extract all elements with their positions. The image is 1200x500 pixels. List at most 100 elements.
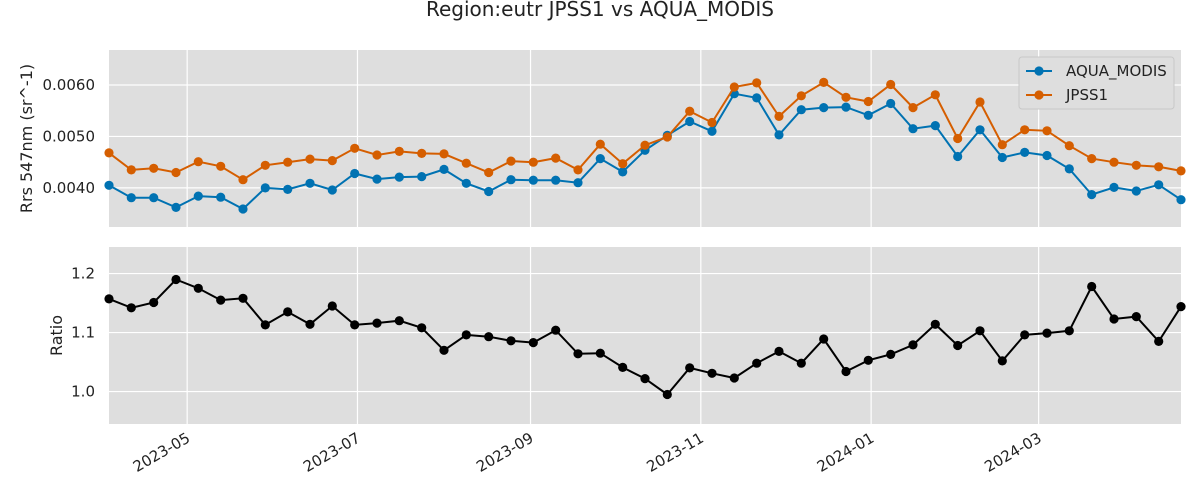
point-jpss1	[283, 157, 293, 167]
point-ratio	[618, 362, 628, 372]
point-jpss1	[461, 158, 471, 168]
point-jpss1	[707, 117, 717, 128]
point-aqua_modis	[149, 193, 159, 203]
point-aqua_modis	[372, 174, 382, 184]
point-ratio	[595, 348, 605, 358]
point-jpss1	[774, 111, 784, 121]
point-ratio	[640, 374, 650, 384]
point-ratio	[506, 336, 516, 346]
point-jpss1	[1020, 125, 1030, 135]
point-jpss1	[439, 149, 449, 159]
point-aqua_modis	[908, 124, 918, 134]
point-aqua_modis	[461, 178, 471, 188]
point-jpss1	[685, 106, 695, 116]
point-ratio	[171, 274, 181, 285]
point-ratio	[461, 330, 471, 340]
x-tick-label: 2023-05	[130, 429, 193, 476]
bottom-y-tick-label: 1.1	[71, 324, 95, 342]
top-y-tick-label: 0.0040	[43, 179, 96, 197]
point-jpss1	[796, 91, 806, 101]
point-jpss1	[305, 154, 315, 164]
point-ratio	[908, 340, 918, 350]
point-ratio	[975, 326, 985, 336]
point-jpss1	[394, 146, 404, 156]
point-ratio	[774, 346, 784, 356]
point-aqua_modis	[283, 184, 293, 194]
chart-title: Region:eutr JPSS1 vs AQUA_MODIS	[426, 0, 774, 21]
point-aqua_modis	[1109, 182, 1119, 192]
point-ratio	[1020, 330, 1030, 340]
point-ratio	[1176, 302, 1186, 312]
point-ratio	[260, 320, 270, 330]
point-ratio	[685, 363, 695, 373]
legend-label-aqua_modis: AQUA_MODIS	[1066, 62, 1167, 81]
point-aqua_modis	[1154, 180, 1164, 190]
point-ratio	[841, 366, 851, 377]
bottom-y-tick-label: 1.2	[71, 265, 95, 283]
point-aqua_modis	[819, 103, 829, 113]
point-ratio	[819, 334, 829, 344]
point-jpss1	[618, 159, 628, 169]
point-ratio	[1042, 328, 1052, 338]
point-jpss1	[216, 161, 226, 171]
point-aqua_modis	[439, 164, 449, 174]
point-aqua_modis	[997, 152, 1007, 163]
point-aqua_modis	[1020, 147, 1030, 157]
point-aqua_modis	[573, 178, 583, 188]
point-jpss1	[573, 165, 583, 175]
point-jpss1	[260, 160, 270, 170]
point-jpss1	[886, 79, 896, 90]
point-jpss1	[729, 82, 739, 92]
point-jpss1	[975, 97, 985, 107]
point-ratio	[104, 294, 114, 304]
point-jpss1	[506, 156, 516, 166]
legend-marker-aqua_modis	[1034, 66, 1044, 76]
point-jpss1	[126, 165, 136, 175]
point-jpss1	[930, 90, 940, 100]
point-aqua_modis	[260, 183, 270, 193]
point-jpss1	[640, 140, 650, 150]
point-jpss1	[417, 148, 427, 158]
point-jpss1	[1042, 126, 1052, 136]
point-jpss1	[662, 132, 672, 142]
point-ratio	[193, 283, 203, 293]
point-aqua_modis	[595, 154, 605, 164]
point-aqua_modis	[863, 110, 873, 120]
point-ratio	[1064, 326, 1074, 336]
point-aqua_modis	[171, 202, 181, 212]
point-aqua_modis	[707, 126, 717, 136]
point-jpss1	[997, 140, 1007, 150]
point-jpss1	[819, 77, 829, 87]
point-ratio	[126, 303, 136, 313]
point-ratio	[528, 338, 538, 348]
point-jpss1	[841, 92, 851, 102]
point-jpss1	[551, 153, 561, 163]
x-tick-label: 2024-03	[981, 429, 1044, 476]
point-jpss1	[238, 175, 248, 185]
point-ratio	[1154, 336, 1164, 346]
point-aqua_modis	[394, 172, 404, 182]
point-aqua_modis	[685, 116, 695, 127]
bottom-y-tick-label: 1.0	[71, 383, 95, 401]
point-ratio	[551, 325, 561, 335]
point-aqua_modis	[104, 180, 114, 190]
point-jpss1	[1131, 160, 1141, 170]
bottom-plot-background	[109, 247, 1181, 424]
point-aqua_modis	[975, 125, 985, 135]
top-y-tick-label: 0.0060	[43, 76, 96, 94]
point-aqua_modis	[1176, 195, 1186, 205]
point-jpss1	[149, 163, 159, 173]
legend-box	[1018, 56, 1175, 110]
point-aqua_modis	[551, 175, 561, 185]
point-jpss1	[327, 156, 337, 166]
point-ratio	[327, 301, 337, 311]
legend-marker-jpss1	[1034, 90, 1044, 100]
legend: AQUA_MODIS JPSS1	[1018, 56, 1175, 110]
point-aqua_modis	[752, 93, 762, 103]
top-y-tick-label: 0.0050	[43, 127, 96, 145]
point-ratio	[372, 318, 382, 328]
point-aqua_modis	[126, 193, 136, 203]
point-jpss1	[1109, 157, 1119, 167]
point-aqua_modis	[774, 130, 784, 140]
